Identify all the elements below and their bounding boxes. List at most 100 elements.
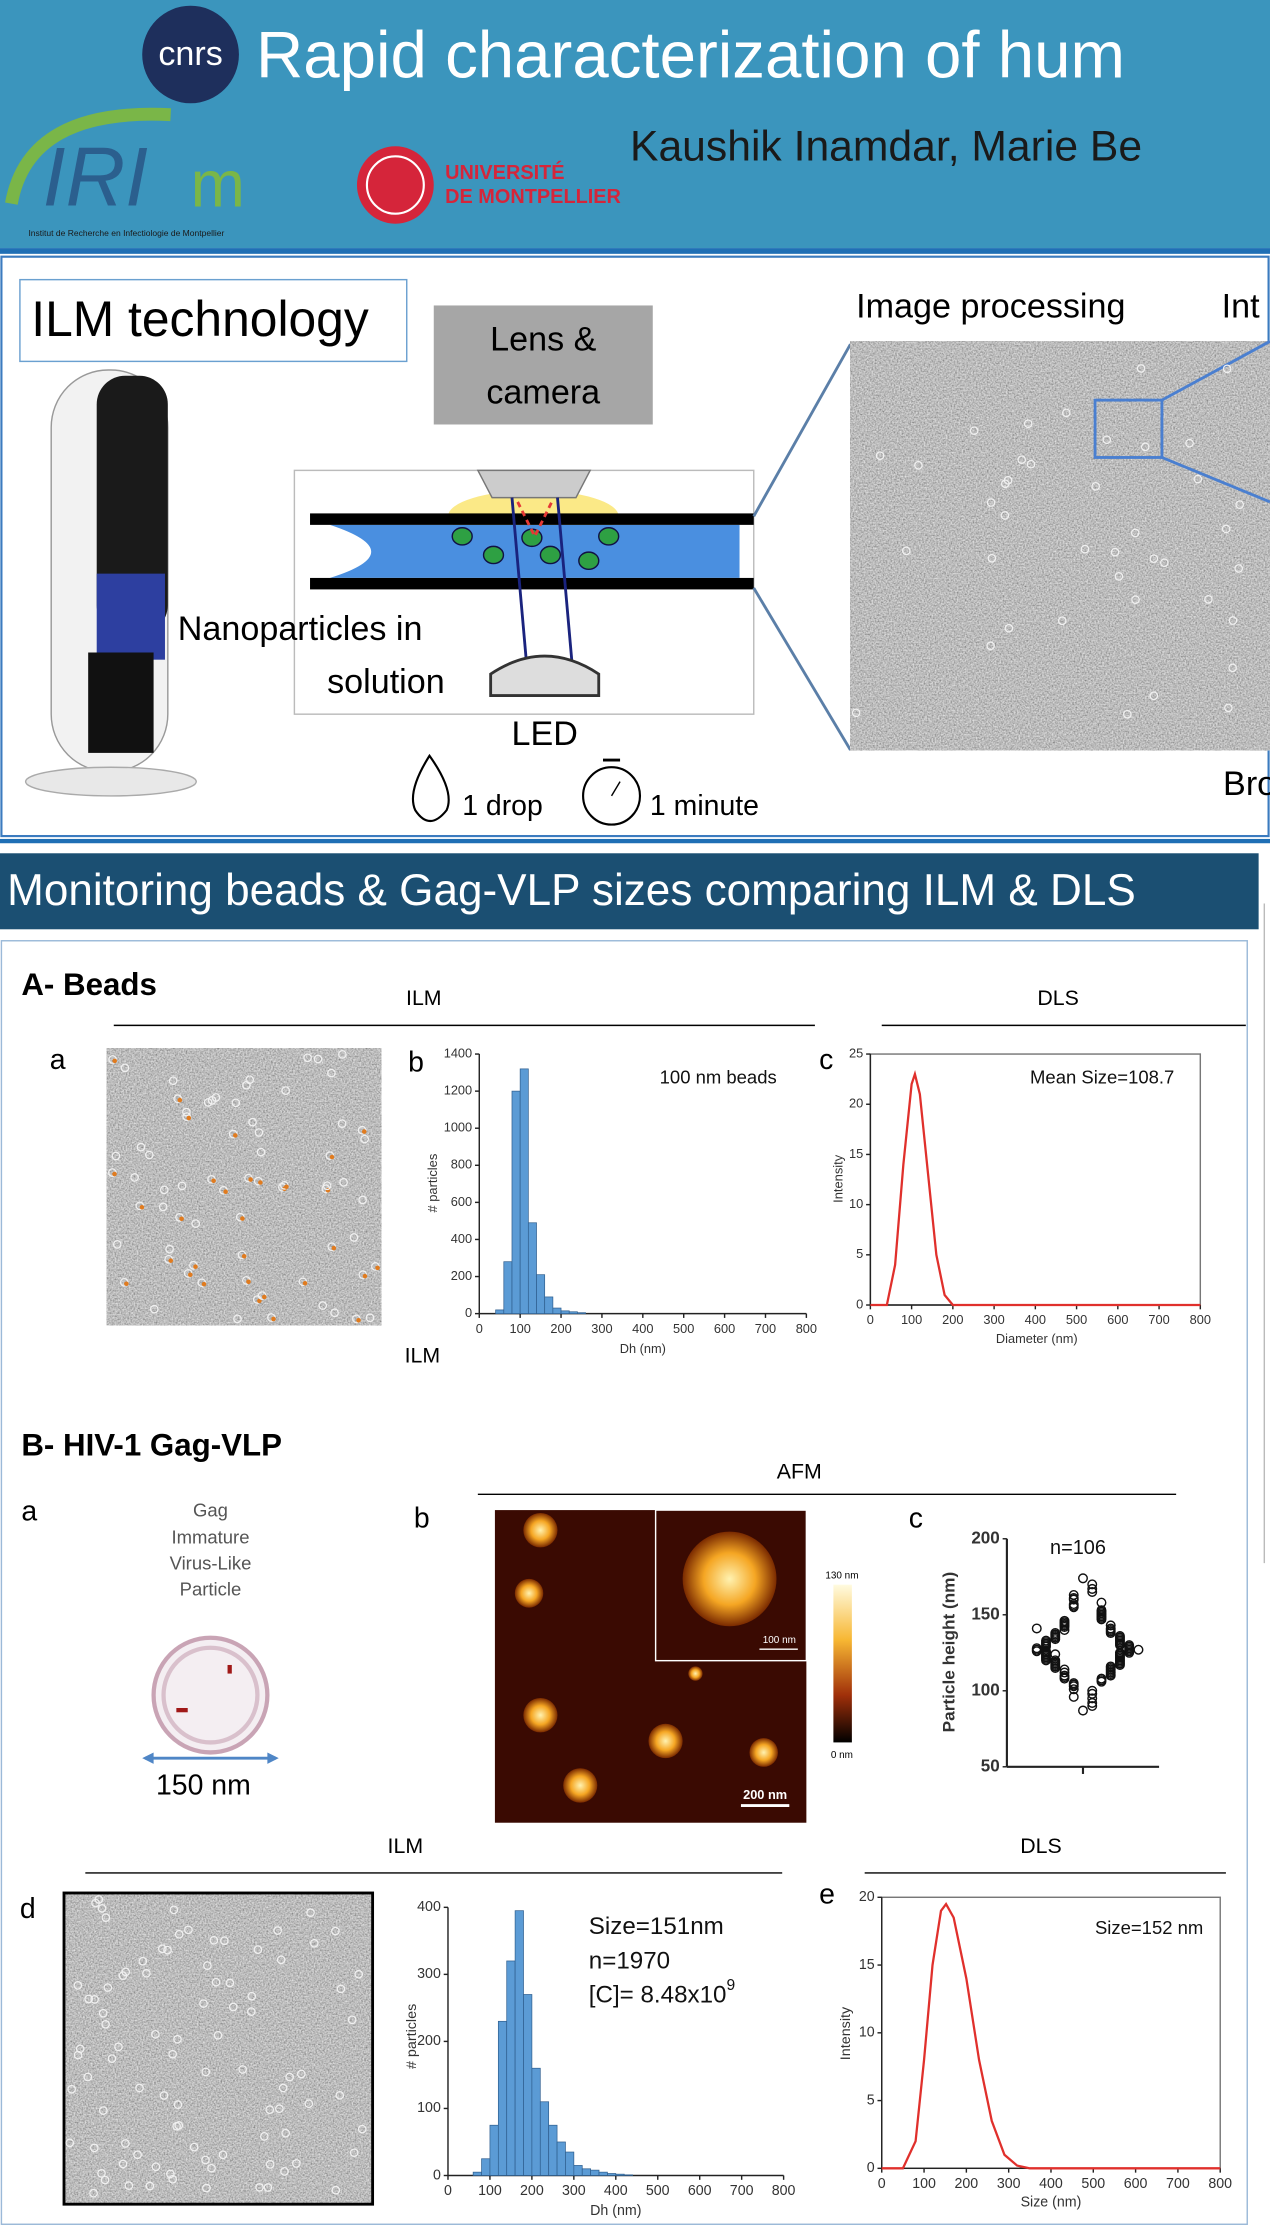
hist-bar	[506, 1960, 516, 2176]
irim-arc	[5, 107, 171, 205]
annotation: 100 nm beads	[660, 1066, 777, 1087]
height-point	[1105, 1620, 1116, 1631]
scale-label: 200 nm	[743, 1787, 787, 1802]
cnrs-text: cnrs	[158, 35, 222, 73]
y-axis-label: Particle height (nm)	[939, 1572, 959, 1733]
height-point	[1087, 1579, 1098, 1590]
zoom-box	[1093, 398, 1164, 459]
speckle	[211, 1093, 221, 1102]
afm-particle	[523, 1697, 558, 1733]
annotation-base: [C]= 8.48x10	[589, 1982, 727, 2009]
annotation: Mean Size=108.7	[1030, 1066, 1174, 1087]
x-tick-label: 700	[1148, 1312, 1169, 1327]
panel-letter: b	[408, 1047, 424, 1079]
vlp-label: Immature	[171, 1527, 249, 1548]
x-axis-label: Dh (nm)	[620, 1341, 666, 1356]
height-point	[1087, 1688, 1098, 1699]
y-tick-label: 400	[417, 1899, 441, 1915]
hist-bar	[481, 2158, 491, 2176]
speckle	[97, 1903, 107, 1913]
speckle	[851, 708, 861, 718]
speckle	[1222, 364, 1232, 374]
speckle	[207, 2163, 216, 2173]
speckle	[157, 1944, 167, 1954]
y-tick-label: 15	[849, 1146, 863, 1161]
vlp-drawing	[151, 1635, 270, 1755]
speckle	[177, 1181, 187, 1191]
title: Rapid characterization of hum	[256, 18, 1125, 91]
speckle	[159, 1185, 169, 1195]
y-tick-label: 600	[451, 1194, 472, 1209]
lens-label: camera	[486, 373, 601, 411]
x-tick-label: 300	[591, 1321, 612, 1336]
vlp-label: Gag	[193, 1499, 228, 1520]
speckle	[169, 1905, 179, 1915]
zoom-line	[1161, 340, 1270, 402]
speckle	[89, 2188, 98, 2198]
detection	[188, 1272, 193, 1278]
hist-bar	[615, 2173, 625, 2176]
speckle	[151, 2029, 160, 2039]
x-tick-label: 600	[1124, 2176, 1148, 2192]
lens-box	[433, 305, 653, 425]
detection	[223, 1189, 228, 1194]
height-point	[1068, 1691, 1079, 1702]
speckle	[1000, 511, 1010, 520]
speckle	[1110, 547, 1120, 557]
cut-label: Int	[1222, 287, 1260, 325]
detection	[112, 1058, 117, 1064]
detection	[262, 1294, 267, 1300]
speckle	[901, 546, 911, 556]
speckle	[203, 1098, 213, 1107]
speckle	[213, 2031, 223, 2040]
x-tick-label: 0	[867, 1312, 874, 1327]
speckle	[322, 1181, 332, 1191]
nanoparticles-label: Nanoparticles in	[178, 610, 423, 648]
speckle	[347, 2015, 357, 2025]
height-point	[1059, 1670, 1070, 1681]
detection	[241, 1254, 247, 1259]
section-panel	[0, 940, 1248, 2225]
speckle	[120, 1063, 130, 1073]
y-tick-label: 50	[981, 1755, 1000, 1775]
height-point	[1133, 1644, 1144, 1655]
hist-bar	[548, 2124, 558, 2176]
x-tick-label: 700	[730, 2183, 754, 2199]
speckle	[273, 1926, 282, 1935]
panel-letter: b	[414, 1503, 430, 1535]
detection	[331, 1245, 337, 1251]
micrograph	[106, 1048, 382, 1326]
particle	[598, 527, 620, 546]
detection	[271, 1316, 276, 1322]
speckle	[1228, 616, 1238, 625]
hist-bar	[565, 2151, 575, 2176]
hist-bar	[536, 1274, 546, 1314]
speckle	[168, 2174, 178, 2184]
speckle	[336, 1984, 346, 1994]
detection	[284, 1184, 289, 1190]
y-tick-label: 200	[451, 1268, 472, 1283]
y-axis-label: # particles	[425, 1154, 440, 1213]
height-point	[1050, 1628, 1061, 1639]
speckle	[365, 1313, 375, 1323]
speckle	[875, 451, 885, 461]
speckle	[203, 1961, 212, 1971]
micrograph	[63, 1892, 373, 2205]
scatter-ray	[516, 501, 554, 540]
speckle	[255, 2183, 264, 2192]
y-tick-label: 0	[856, 1296, 863, 1311]
speckle	[112, 1240, 122, 1249]
speckle	[191, 1219, 201, 1228]
x-tick-label: 200	[942, 1312, 963, 1327]
y-tick-label: 150	[971, 1603, 999, 1623]
speckle	[1234, 564, 1244, 573]
speckle	[67, 2084, 77, 2094]
speckle	[100, 2175, 110, 2185]
speckle	[201, 2067, 211, 2077]
y-tick-label: 5	[867, 2092, 875, 2108]
hist-bar	[573, 2165, 583, 2176]
hist-bar	[552, 1307, 562, 1314]
detection	[201, 1281, 207, 1287]
speckle	[202, 2183, 211, 2193]
x-axis-label: Diameter (nm)	[996, 1331, 1078, 1346]
